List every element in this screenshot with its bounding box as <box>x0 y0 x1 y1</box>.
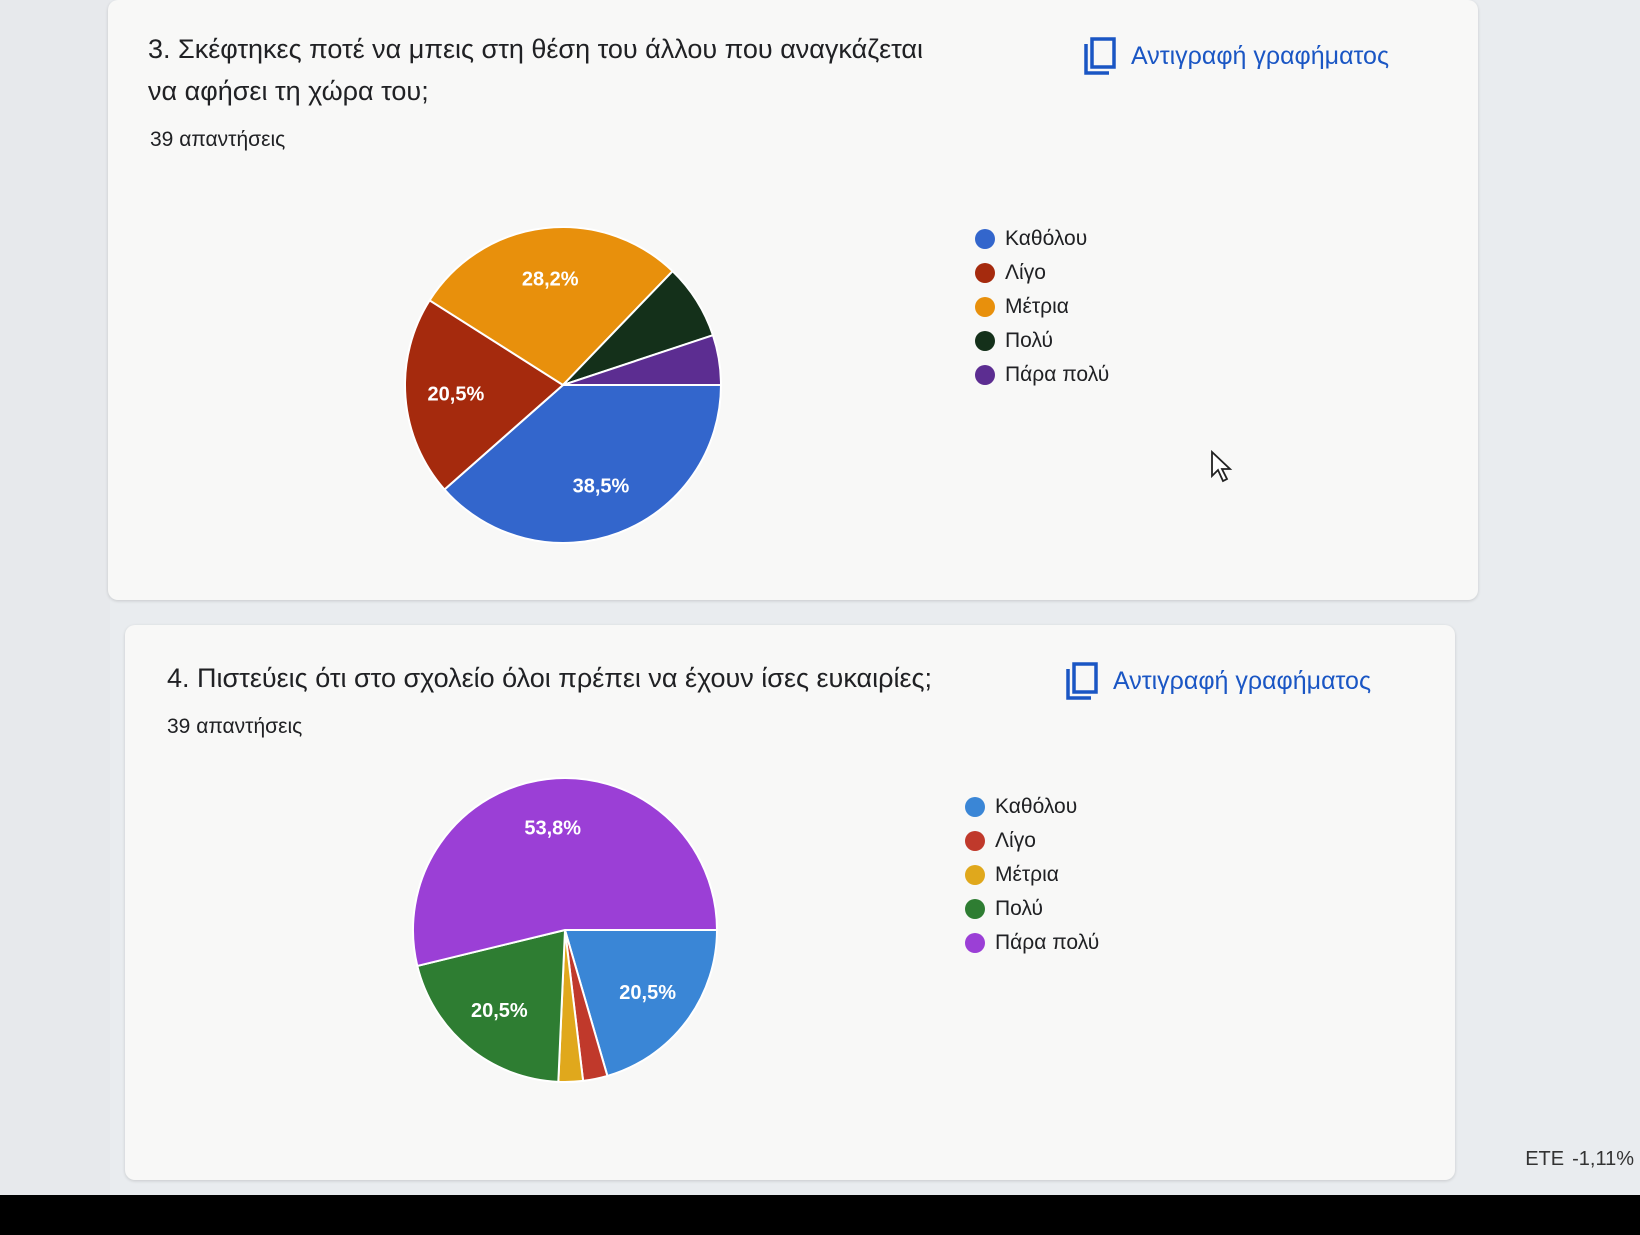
legend-swatch <box>975 297 995 317</box>
legend-swatch <box>975 263 995 283</box>
legend-item: Καθόλου <box>975 222 1109 256</box>
question-title: 4. Πιστεύεις ότι στο σχολείο όλοι πρέπει… <box>167 657 932 699</box>
pie-slice-4 <box>416 928 567 1083</box>
legend-item: Πάρα πολύ <box>965 926 1099 960</box>
mouse-cursor-icon <box>1211 450 1233 483</box>
legend-item: Λίγο <box>965 824 1099 858</box>
taskbar <box>0 1195 1640 1235</box>
legend-label: Καθόλου <box>995 795 1078 818</box>
pie-slice-1 <box>563 929 719 1078</box>
response-count: 39 απαντήσεις <box>167 715 303 738</box>
legend-swatch <box>965 933 985 953</box>
question-card-4: 4. Πιστεύεις ότι στο σχολείο όλοι πρέπει… <box>125 625 1455 1180</box>
copy-chart-button[interactable]: Αντιγραφή γραφήματος <box>1065 661 1371 701</box>
response-count: 39 απαντήσεις <box>150 128 286 151</box>
copy-chart-label: Αντιγραφή γραφήματος <box>1113 666 1372 695</box>
pie-slice-2 <box>404 298 565 491</box>
legend-swatch <box>965 797 985 817</box>
legend-label: Μέτρια <box>995 863 1059 886</box>
slice-data-label: 20,5% <box>619 982 676 1004</box>
legend-label: Πολύ <box>995 897 1043 920</box>
question-title: 3. Σκέφτηκες ποτέ να μπεις στη θέση του … <box>148 28 923 112</box>
copy-icon <box>1066 662 1098 700</box>
legend-item: Καθόλου <box>965 790 1099 824</box>
legend-swatch <box>965 865 985 885</box>
legend-swatch <box>965 899 985 919</box>
pie-slice-1 <box>443 384 723 544</box>
legend-label: Μέτρια <box>1005 295 1069 318</box>
slice-data-label: 53,8% <box>524 817 581 839</box>
background <box>0 0 110 1195</box>
legend-swatch <box>965 831 985 851</box>
pie-chart-q3: 38,5% 20,5% 28,2% <box>404 226 723 544</box>
copy-chart-label: Αντιγραφή γραφήματος <box>1131 41 1390 70</box>
copy-icon <box>1084 37 1116 75</box>
slice-data-label: 38,5% <box>573 476 630 498</box>
legend-label: Λίγο <box>1005 261 1046 284</box>
pie-slice-5 <box>412 777 719 968</box>
ticker-change: -1,11% <box>1572 1148 1634 1170</box>
legend-item: Μέτρια <box>965 858 1099 892</box>
slice-data-label: 20,5% <box>471 1000 528 1022</box>
stock-ticker: ETE -1,11% <box>1525 1148 1634 1171</box>
legend-item: Μέτρια <box>975 290 1109 324</box>
legend-swatch <box>975 365 995 385</box>
question-card-3: 3. Σκέφτηκες ποτέ να μπεις στη θέση του … <box>108 0 1478 600</box>
pie-slice-5 <box>562 333 723 386</box>
slice-data-label: 28,2% <box>522 268 579 290</box>
legend-item: Πολύ <box>965 892 1099 926</box>
legend-label: Πολύ <box>1005 329 1053 352</box>
legend-item: Πολύ <box>975 324 1109 358</box>
slice-data-label: 20,5% <box>428 383 485 405</box>
ticker-symbol: ETE <box>1525 1148 1565 1170</box>
legend-label: Λίγο <box>995 829 1036 852</box>
chart-legend-q4: Καθόλου Λίγο Μέτρια Πολύ Πάρα πολύ <box>965 790 1099 960</box>
question-title-line1: 3. Σκέφτηκες ποτέ να μπεις στη θέση του … <box>148 34 924 64</box>
legend-item: Πάρα πολύ <box>975 358 1109 392</box>
legend-item: Λίγο <box>975 256 1109 290</box>
pie-slice-3 <box>428 226 675 387</box>
question-title-line1: 4. Πιστεύεις ότι στο σχολείο όλοι πρέπει… <box>167 663 933 693</box>
copy-chart-button[interactable]: Αντιγραφή γραφήματος <box>1083 36 1389 76</box>
legend-label: Πάρα πολύ <box>1005 363 1110 386</box>
legend-swatch <box>975 331 995 351</box>
legend-label: Καθόλου <box>1005 227 1088 250</box>
chart-legend-q3: Καθόλου Λίγο Μέτρια Πολύ Πάρα πολύ <box>975 222 1109 392</box>
legend-swatch <box>975 229 995 249</box>
legend-label: Πάρα πολύ <box>995 931 1100 954</box>
pie-chart-q4: 20,5% 20,5% 53,8% <box>412 777 719 1083</box>
question-title-line2: να αφήσει τη χώρα του; <box>148 76 429 106</box>
